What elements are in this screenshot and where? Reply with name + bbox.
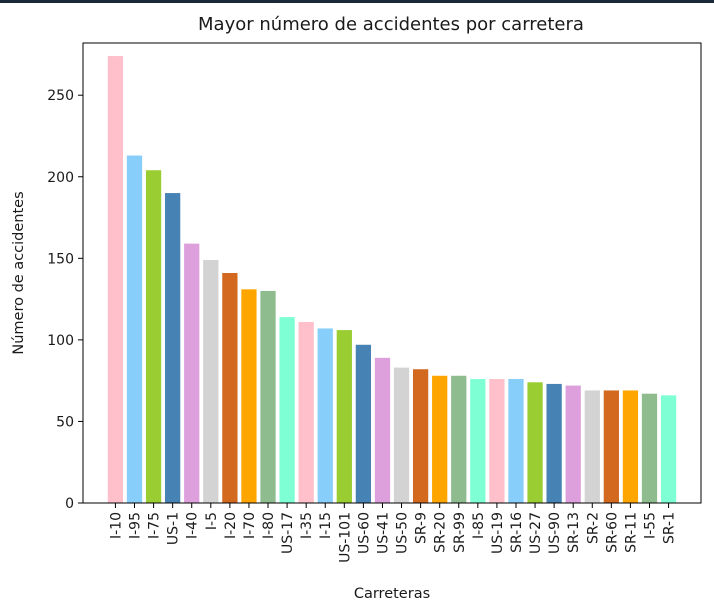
bar-sr-1 [660, 395, 677, 503]
bar-i-70 [241, 289, 257, 503]
x-tick-label: SR-13 [566, 512, 582, 553]
bar-sr-2 [584, 390, 600, 503]
x-tick-label: I-20 [223, 512, 239, 539]
plot-frame [82, 42, 702, 504]
bar-i-15 [317, 328, 333, 503]
x-tick-label: US-60 [356, 512, 372, 554]
bar-us-27 [527, 382, 543, 503]
bar-us-101 [336, 330, 352, 503]
x-tick-label: US-1 [166, 512, 182, 545]
x-tick-label: US-27 [528, 512, 544, 554]
x-tick-label: I-75 [147, 512, 163, 539]
bar-i-75 [145, 170, 162, 504]
x-tick-label: SR-99 [452, 512, 468, 553]
x-tick-label: I-85 [471, 512, 487, 539]
x-tick-label: US-50 [395, 512, 411, 554]
x-tick-label: US-41 [375, 512, 391, 554]
chart-title: Mayor número de accidentes por carretera [198, 14, 584, 35]
x-tick-label: I-5 [204, 512, 220, 530]
y-tick-label: 200 [47, 170, 74, 186]
bar-i-55 [641, 393, 658, 503]
x-tick-label: US-101 [337, 512, 353, 563]
x-tick-label: I-10 [108, 512, 124, 539]
y-axis-label: Número de accidentes [11, 191, 27, 354]
bar-us-1 [165, 193, 181, 503]
x-tick-label: US-90 [547, 512, 563, 554]
y-tick-label: 150 [47, 251, 74, 267]
bar-sr-9 [412, 369, 429, 503]
y-tick-label: 0 [65, 496, 74, 512]
bar-us-60 [355, 344, 372, 503]
x-tick-label: I-35 [299, 512, 315, 539]
x-tick-label: SR-16 [509, 512, 525, 553]
x-tick-label: SR-2 [585, 512, 601, 544]
bar-i-10 [107, 56, 124, 504]
bar-i-5 [203, 259, 219, 503]
bar-i-20 [222, 273, 238, 503]
bar-sr-16 [508, 379, 524, 503]
x-tick-label: SR-20 [433, 512, 449, 553]
x-tick-label: I-80 [261, 512, 277, 539]
x-tick-label: US-19 [490, 512, 506, 554]
bar-us-50 [393, 367, 410, 503]
bar-us-19 [489, 379, 505, 503]
x-tick-label: I-55 [643, 512, 659, 539]
y-tick-label: 250 [47, 88, 74, 104]
y-tick-label: 50 [56, 414, 74, 430]
bar-sr-20 [432, 375, 448, 503]
bar-us-41 [374, 357, 391, 503]
bar-us-90 [546, 383, 562, 503]
bars-group [107, 56, 677, 504]
bar-i-35 [298, 321, 314, 503]
x-axis-ticks: I-10 I-95 I-75 US-1 I-40 I-5 I-20 I-70 I-80 US-17… [108, 503, 678, 563]
bar-sr-60 [603, 390, 619, 503]
bar-sr-11 [622, 390, 639, 503]
x-tick-label: SR-9 [414, 512, 430, 544]
x-tick-label: I-15 [318, 512, 334, 539]
y-tick-label: 100 [47, 333, 74, 349]
bar-sr-99 [451, 375, 467, 503]
bar-i-80 [260, 290, 276, 503]
x-tick-label: SR-1 [662, 512, 678, 544]
bar-i-85 [470, 379, 486, 503]
x-tick-label: SR-60 [604, 512, 620, 553]
bar-i-95 [126, 155, 143, 504]
x-tick-label: I-95 [128, 512, 144, 539]
y-axis-ticks: 0 50 100 150 200 250 [47, 88, 83, 512]
x-tick-label: US-17 [280, 512, 296, 554]
x-tick-label: I-40 [185, 512, 201, 539]
x-axis-label: Carreteras [354, 586, 430, 602]
x-tick-label: SR-11 [623, 512, 639, 553]
bar-us-17 [279, 317, 295, 503]
bar-sr-13 [565, 385, 581, 503]
bar-i-40 [184, 243, 200, 503]
window-top-bar [0, 0, 714, 3]
x-tick-label: I-70 [242, 512, 258, 539]
